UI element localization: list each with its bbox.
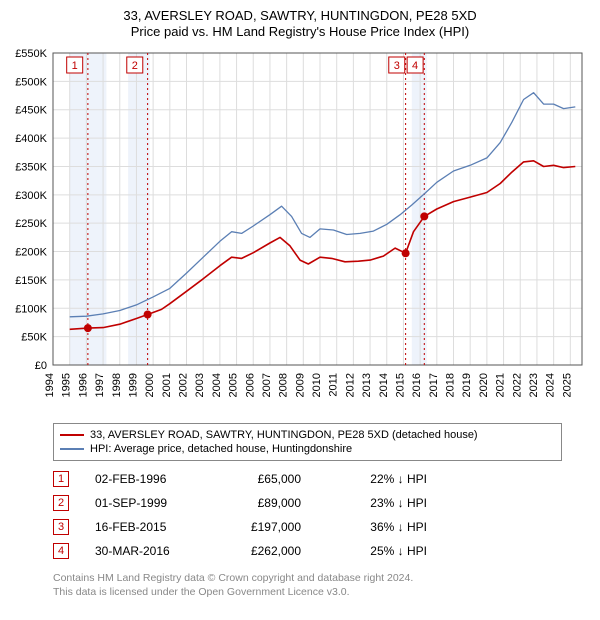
svg-text:3: 3 xyxy=(394,60,400,72)
sales-table: 1 02-FEB-1996 £65,000 22% ↓ HPI 2 01-SEP-1999… xyxy=(53,467,562,563)
svg-text:£200K: £200K xyxy=(15,247,47,259)
svg-text:£150K: £150K xyxy=(15,275,47,287)
chart: £0 £50K £100K £150K £200K £250K £300K £350K £400… xyxy=(8,45,592,415)
svg-text:£50K: £50K xyxy=(21,332,47,344)
sale-price: £262,000 xyxy=(221,544,301,558)
sale-date: 01-SEP-1999 xyxy=(95,496,195,510)
footer-line-2: This data is licensed under the Open Gov… xyxy=(53,585,562,599)
svg-text:2023: 2023 xyxy=(528,373,540,397)
title-subtitle: Price paid vs. HM Land Registry's House … xyxy=(8,24,592,39)
sale-date: 16-FEB-2015 xyxy=(95,520,195,534)
sale-diff-vs-hpi: 25% ↓ HPI xyxy=(327,544,427,558)
sale-marker-index: 2 xyxy=(53,495,69,511)
footer-line-1: Contains HM Land Registry data © Crown c… xyxy=(53,571,562,585)
svg-text:£350K: £350K xyxy=(15,161,47,173)
sale-diff-vs-hpi: 23% ↓ HPI xyxy=(327,496,427,510)
svg-text:2: 2 xyxy=(132,60,138,72)
title-address: 33, AVERSLEY ROAD, SAWTRY, HUNTINGDON, P… xyxy=(8,8,592,23)
svg-text:1: 1 xyxy=(72,60,78,72)
svg-text:2016: 2016 xyxy=(411,373,423,397)
sale-row: 4 30-MAR-2016 £262,000 25% ↓ HPI xyxy=(53,539,562,563)
svg-text:2009: 2009 xyxy=(294,373,306,397)
svg-text:2010: 2010 xyxy=(311,373,323,397)
legend-label: 33, AVERSLEY ROAD, SAWTRY, HUNTINGDON, P… xyxy=(90,429,478,441)
svg-text:£300K: £300K xyxy=(15,190,47,202)
svg-text:2022: 2022 xyxy=(511,373,523,397)
svg-text:2011: 2011 xyxy=(328,373,340,397)
svg-text:2020: 2020 xyxy=(478,373,490,397)
footer: Contains HM Land Registry data © Crown c… xyxy=(53,571,562,599)
svg-text:2024: 2024 xyxy=(545,373,557,397)
svg-text:£500K: £500K xyxy=(15,76,47,88)
sale-row: 1 02-FEB-1996 £65,000 22% ↓ HPI xyxy=(53,467,562,491)
sale-diff-vs-hpi: 22% ↓ HPI xyxy=(327,472,427,486)
legend-item: 33, AVERSLEY ROAD, SAWTRY, HUNTINGDON, P… xyxy=(60,428,555,442)
legend-swatch xyxy=(60,448,84,450)
svg-text:1999: 1999 xyxy=(127,373,139,397)
svg-text:2013: 2013 xyxy=(361,373,373,397)
sale-price: £89,000 xyxy=(221,496,301,510)
sale-row: 3 16-FEB-2015 £197,000 36% ↓ HPI xyxy=(53,515,562,539)
svg-text:2000: 2000 xyxy=(144,373,156,397)
svg-text:2002: 2002 xyxy=(178,373,190,397)
svg-text:2017: 2017 xyxy=(428,373,440,397)
svg-text:£400K: £400K xyxy=(15,133,47,145)
svg-text:£550K: £550K xyxy=(15,48,47,60)
svg-text:2001: 2001 xyxy=(161,373,173,397)
svg-text:2025: 2025 xyxy=(561,373,573,397)
svg-text:£450K: £450K xyxy=(15,105,47,117)
svg-text:2004: 2004 xyxy=(211,373,223,397)
svg-text:2014: 2014 xyxy=(378,373,390,397)
svg-text:4: 4 xyxy=(412,60,418,72)
sale-marker-index: 1 xyxy=(53,471,69,487)
svg-text:2007: 2007 xyxy=(261,373,273,397)
sale-price: £197,000 xyxy=(221,520,301,534)
svg-text:1997: 1997 xyxy=(94,373,106,397)
sale-date: 02-FEB-1996 xyxy=(95,472,195,486)
sale-date: 30-MAR-2016 xyxy=(95,544,195,558)
svg-text:1998: 1998 xyxy=(111,373,123,397)
legend-label: HPI: Average price, detached house, Hunt… xyxy=(90,443,352,455)
report-container: 33, AVERSLEY ROAD, SAWTRY, HUNTINGDON, P… xyxy=(0,0,600,607)
svg-text:2018: 2018 xyxy=(445,373,457,397)
svg-text:2003: 2003 xyxy=(194,373,206,397)
sale-row: 2 01-SEP-1999 £89,000 23% ↓ HPI xyxy=(53,491,562,515)
legend: 33, AVERSLEY ROAD, SAWTRY, HUNTINGDON, P… xyxy=(53,423,562,461)
svg-text:2012: 2012 xyxy=(344,373,356,397)
svg-text:2021: 2021 xyxy=(495,373,507,397)
svg-text:1996: 1996 xyxy=(77,373,89,397)
svg-text:£250K: £250K xyxy=(15,218,47,230)
svg-text:2006: 2006 xyxy=(244,373,256,397)
sale-marker-index: 3 xyxy=(53,519,69,535)
svg-text:2008: 2008 xyxy=(278,373,290,397)
legend-swatch xyxy=(60,434,84,436)
svg-text:1994: 1994 xyxy=(44,373,56,397)
legend-item: HPI: Average price, detached house, Hunt… xyxy=(60,442,555,456)
svg-text:£100K: £100K xyxy=(15,303,47,315)
title-block: 33, AVERSLEY ROAD, SAWTRY, HUNTINGDON, P… xyxy=(8,8,592,39)
svg-text:2019: 2019 xyxy=(461,373,473,397)
svg-text:2015: 2015 xyxy=(394,373,406,397)
sale-marker-index: 4 xyxy=(53,543,69,559)
svg-text:1995: 1995 xyxy=(61,373,73,397)
svg-text:£0: £0 xyxy=(35,360,47,372)
svg-text:2005: 2005 xyxy=(228,373,240,397)
sale-diff-vs-hpi: 36% ↓ HPI xyxy=(327,520,427,534)
sale-price: £65,000 xyxy=(221,472,301,486)
chart-svg: £0 £50K £100K £150K £200K £250K £300K £350K £400… xyxy=(8,45,592,410)
